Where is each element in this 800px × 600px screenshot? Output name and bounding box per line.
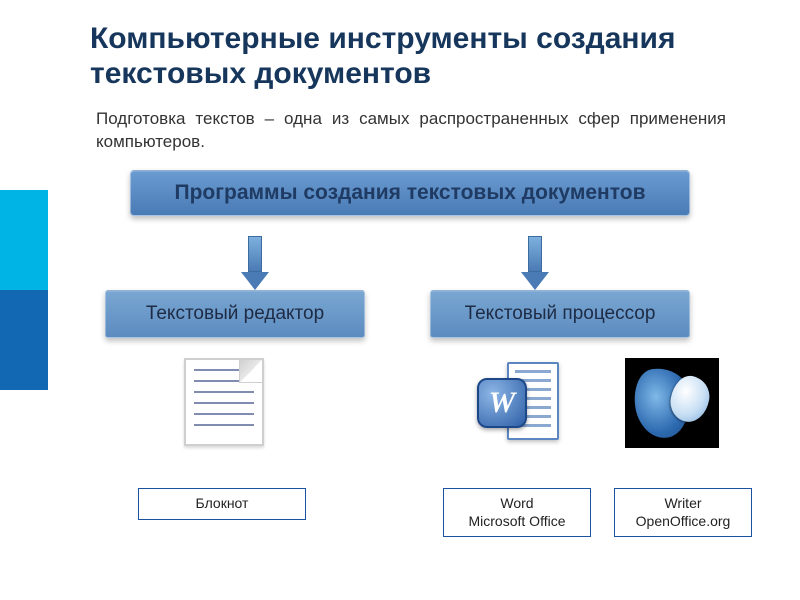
diagram-header-box: Программы создания текстовых документов: [130, 170, 690, 216]
branch-box-processor: Текстовый процессор: [430, 290, 690, 338]
openoffice-icon: [625, 358, 719, 448]
arrow-head-left: [241, 272, 269, 290]
arrow-head-right: [521, 272, 549, 290]
accent-bar-top: [0, 190, 48, 290]
word-icon: W: [475, 358, 565, 448]
page-subtitle: Подготовка текстов – одна из самых распр…: [96, 108, 726, 154]
arrow-shaft-right: [528, 236, 542, 272]
arrow-shaft-left: [248, 236, 262, 272]
app-label-notepad: Блокнот: [138, 488, 306, 520]
app-label-writer: WriterOpenOffice.org: [614, 488, 752, 537]
branch-box-editor: Текстовый редактор: [105, 290, 365, 338]
accent-bar-bottom: [0, 290, 48, 390]
notepad-icon: [184, 358, 264, 446]
page-title: Компьютерные инструменты создания тексто…: [90, 22, 770, 91]
app-label-word: WordMicrosoft Office: [443, 488, 591, 537]
accent-bar: [0, 190, 48, 390]
